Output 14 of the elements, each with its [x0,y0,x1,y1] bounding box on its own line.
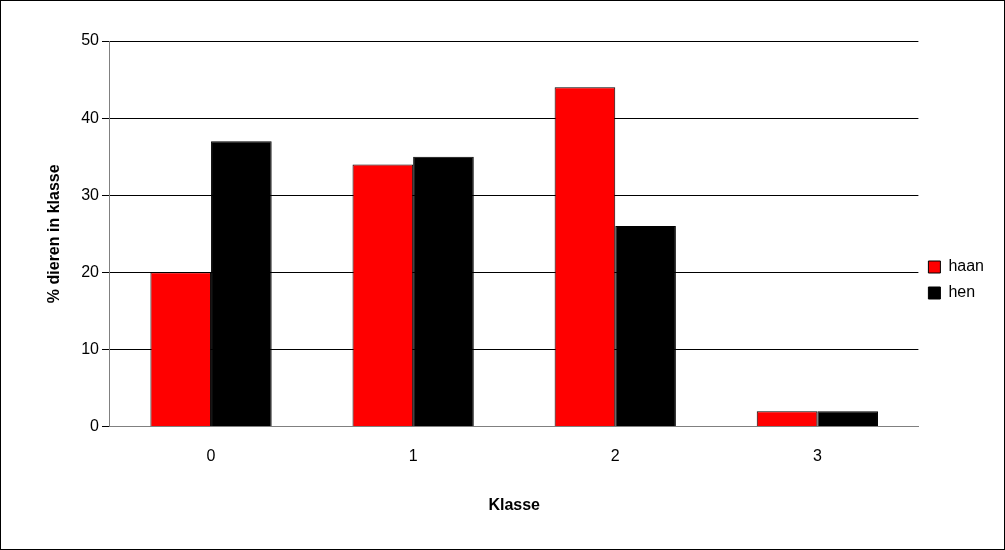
x-axis-title: Klasse [488,495,541,513]
y-tick-label: 30 [81,185,100,203]
y-tick-label: 20 [81,262,100,280]
y-tick-label: 10 [81,339,100,357]
x-tick-label: 0 [206,446,216,464]
x-tick-label: 2 [610,446,620,464]
y-axis-title: % dieren in klasse [45,164,63,304]
legend-label: hen [948,283,976,301]
y-tick-label: 0 [90,417,100,435]
x-tick-label: 3 [812,446,822,464]
y-tick-label: 40 [81,108,100,126]
y-tick-label: 50 [81,31,100,49]
x-tick-label: 1 [408,446,418,464]
legend-label: haan [948,257,984,275]
